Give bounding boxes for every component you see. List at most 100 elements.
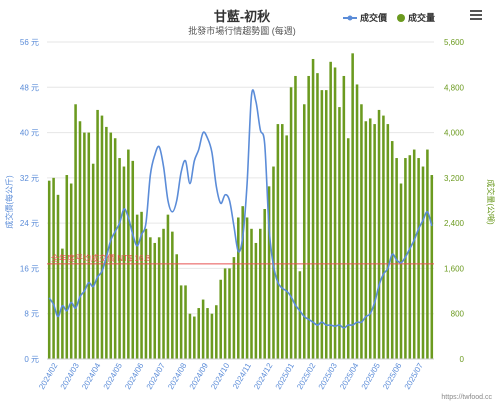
- volume-bar[interactable]: [373, 124, 376, 360]
- volume-bar[interactable]: [223, 268, 227, 359]
- y-right-tick-label: 0: [460, 355, 465, 364]
- volume-bar[interactable]: [166, 214, 170, 359]
- y-left-tick-label: 16 元: [20, 264, 39, 273]
- volume-bar[interactable]: [197, 308, 200, 359]
- volume-bar[interactable]: [105, 126, 108, 360]
- volume-bar[interactable]: [355, 84, 359, 360]
- volume-bar[interactable]: [127, 149, 130, 359]
- volume-bar[interactable]: [144, 228, 148, 359]
- x-tick-label: 2025/05: [360, 361, 383, 391]
- volume-bar[interactable]: [377, 109, 381, 359]
- volume-bar[interactable]: [289, 87, 293, 360]
- volume-bar[interactable]: [215, 305, 218, 359]
- volume-bar[interactable]: [307, 75, 310, 359]
- volume-bar[interactable]: [193, 316, 196, 359]
- volume-bar[interactable]: [83, 132, 86, 359]
- volume-bar[interactable]: [298, 271, 302, 359]
- volume-bar[interactable]: [281, 124, 284, 360]
- volume-bar[interactable]: [65, 175, 69, 359]
- volume-bar[interactable]: [263, 208, 266, 359]
- volume-bar[interactable]: [351, 53, 354, 359]
- volume-bar[interactable]: [276, 124, 280, 360]
- x-tick-label: 2025/01: [274, 361, 297, 391]
- volume-bar[interactable]: [259, 228, 262, 359]
- volume-bar[interactable]: [395, 158, 398, 359]
- volume-bar[interactable]: [184, 285, 187, 359]
- volume-bar[interactable]: [316, 73, 319, 360]
- volume-bar[interactable]: [237, 217, 240, 359]
- volume-bar[interactable]: [421, 166, 425, 359]
- volume-bar[interactable]: [175, 254, 179, 359]
- volume-bar[interactable]: [241, 206, 244, 359]
- credit-link[interactable]: https://twfood.cc: [441, 394, 492, 401]
- volume-bar[interactable]: [311, 58, 315, 359]
- volume-bar[interactable]: [109, 132, 113, 359]
- volume-bar[interactable]: [417, 158, 420, 359]
- volume-bar[interactable]: [324, 90, 328, 359]
- volume-bar[interactable]: [342, 75, 346, 359]
- volume-bar[interactable]: [56, 194, 60, 359]
- volume-bar[interactable]: [188, 313, 192, 359]
- x-tick-label: 2025/07: [403, 361, 426, 391]
- volume-bar[interactable]: [153, 242, 157, 359]
- volume-bar[interactable]: [61, 248, 64, 359]
- volume-bar[interactable]: [302, 104, 306, 360]
- volume-bar[interactable]: [320, 90, 324, 359]
- volume-bar[interactable]: [100, 115, 104, 359]
- hamburger-menu-icon[interactable]: [468, 8, 484, 22]
- volume-bar[interactable]: [131, 160, 135, 359]
- volume-bar[interactable]: [87, 132, 91, 359]
- chart-title: 甘藍-初秋: [214, 9, 271, 24]
- volume-bar[interactable]: [368, 118, 372, 359]
- volume-bar[interactable]: [157, 237, 161, 359]
- volume-bar[interactable]: [179, 285, 183, 359]
- volume-bar[interactable]: [294, 75, 297, 359]
- volume-bar[interactable]: [329, 61, 332, 359]
- price-line[interactable]: [48, 89, 433, 329]
- legend-item-volume[interactable]: 成交量: [397, 12, 435, 23]
- volume-bar[interactable]: [140, 211, 143, 359]
- volume-bar[interactable]: [206, 308, 209, 359]
- volume-bar[interactable]: [399, 183, 403, 359]
- volume-bar[interactable]: [364, 121, 368, 359]
- volume-bar[interactable]: [210, 313, 214, 359]
- volume-bar[interactable]: [338, 107, 341, 360]
- volume-bar[interactable]: [430, 175, 434, 359]
- volume-bar[interactable]: [333, 67, 337, 360]
- volume-bar[interactable]: [250, 228, 253, 359]
- volume-bar[interactable]: [52, 177, 55, 359]
- volume-bar[interactable]: [360, 104, 363, 360]
- volume-bar[interactable]: [96, 109, 99, 359]
- volume-bar[interactable]: [74, 104, 77, 360]
- volume-bar[interactable]: [118, 158, 121, 359]
- volume-bar[interactable]: [162, 228, 165, 359]
- grid: [47, 41, 434, 360]
- volume-bar[interactable]: [201, 299, 205, 359]
- volume-bar[interactable]: [78, 121, 82, 359]
- volume-bar[interactable]: [346, 138, 350, 359]
- volume-bar[interactable]: [426, 149, 429, 359]
- volume-bar[interactable]: [267, 186, 271, 359]
- volume-bar[interactable]: [149, 237, 152, 359]
- volume-bar[interactable]: [219, 279, 222, 359]
- volume-bar[interactable]: [113, 138, 117, 359]
- volume-bar[interactable]: [285, 135, 288, 359]
- volume-bar[interactable]: [382, 115, 385, 359]
- volume-bar[interactable]: [408, 155, 412, 359]
- volume-bar[interactable]: [69, 183, 73, 359]
- volume-bar[interactable]: [232, 257, 236, 359]
- volume-bar[interactable]: [135, 214, 139, 359]
- volume-bar[interactable]: [122, 166, 126, 359]
- volume-bar[interactable]: [228, 268, 231, 359]
- volume-bar[interactable]: [91, 163, 95, 359]
- volume-bar[interactable]: [390, 141, 394, 359]
- y-left-tick-label: 0 元: [24, 355, 39, 364]
- volume-bar[interactable]: [47, 180, 51, 359]
- volume-bar[interactable]: [254, 242, 258, 359]
- volume-bar[interactable]: [412, 149, 416, 359]
- volume-bar[interactable]: [245, 217, 249, 359]
- volume-bar[interactable]: [386, 124, 390, 360]
- legend-item-price[interactable]: 成交價: [343, 12, 388, 23]
- volume-bar[interactable]: [171, 231, 174, 359]
